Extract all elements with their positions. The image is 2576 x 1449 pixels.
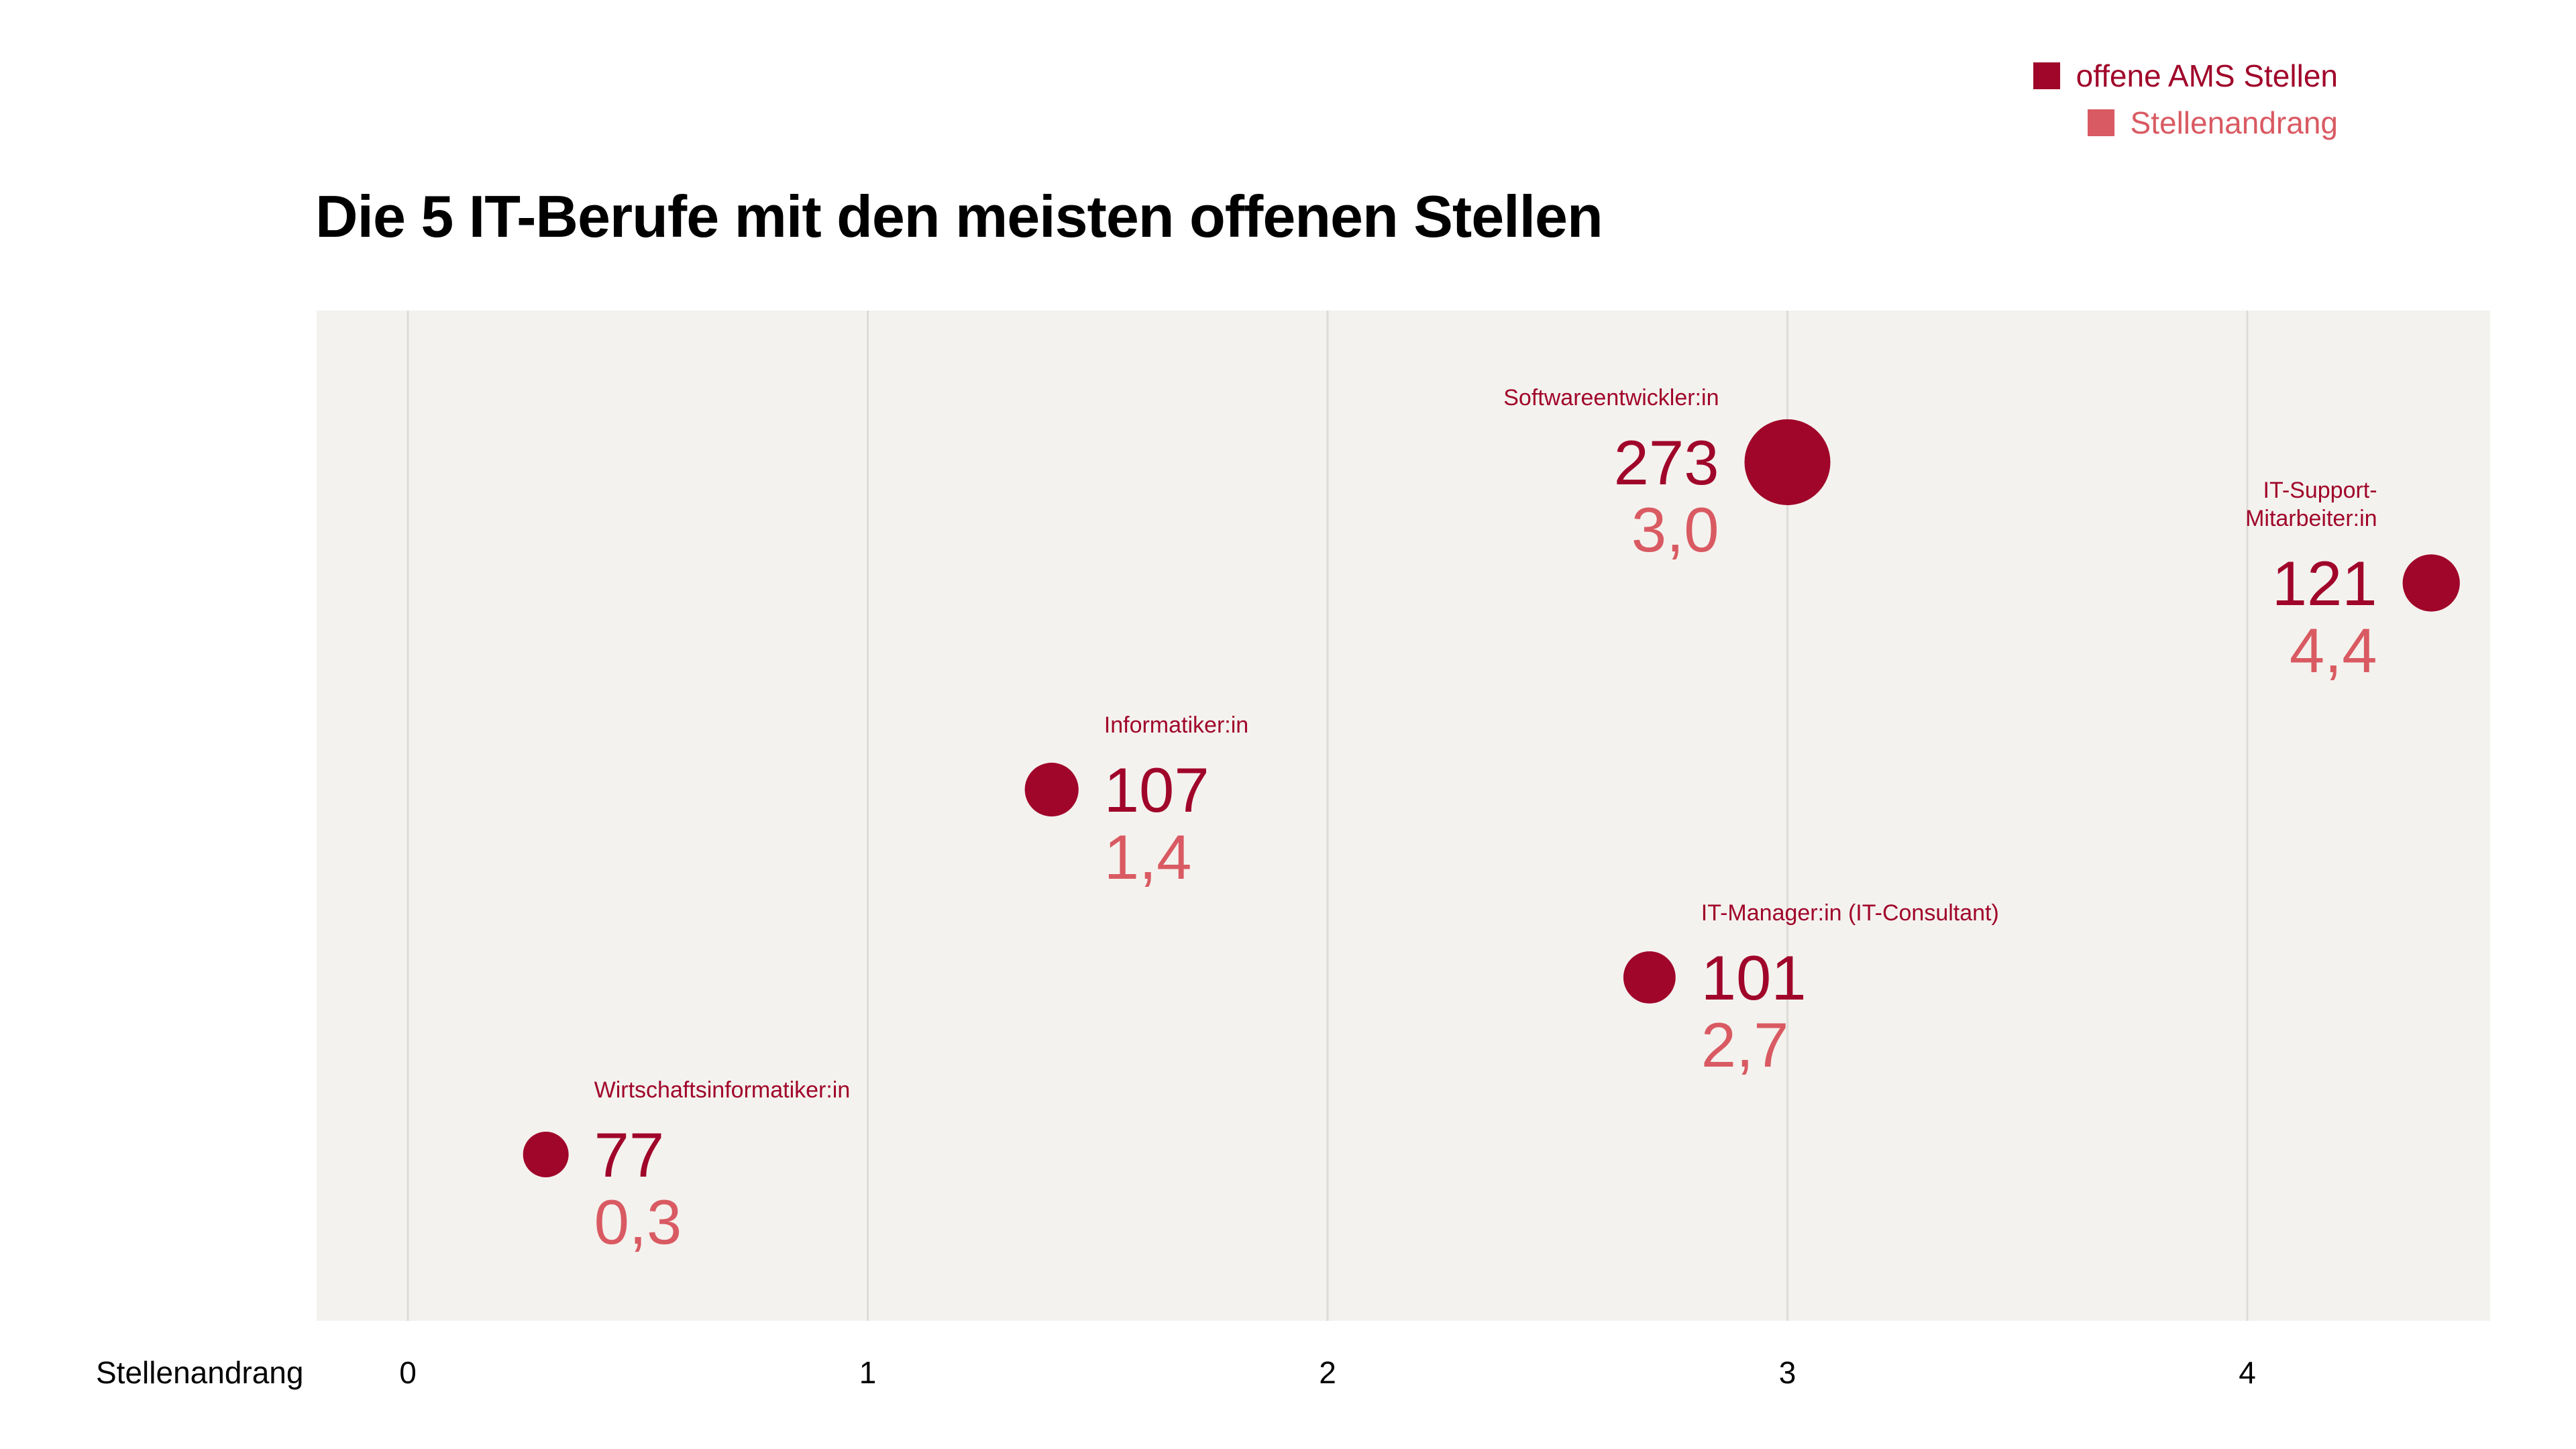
data-point-category-label: Wirtschaftsinformatiker:in [594, 1077, 851, 1103]
data-label-stellenandrang: 2,7 [1701, 1010, 1789, 1080]
legend-swatch-primary [2033, 62, 2060, 89]
data-point-group: Wirtschaftsinformatiker:in 770,3 [523, 1077, 851, 1257]
data-point-marker [1744, 419, 1831, 505]
x-tick-label: 2 [1319, 1355, 1336, 1390]
data-point-category-label: Mitarbeiter:in [2245, 506, 2377, 531]
x-tick-label: 4 [2239, 1355, 2256, 1390]
x-axis-label: Stellenandrang [96, 1355, 303, 1390]
data-label-stellenandrang: 1,4 [1104, 822, 1192, 892]
data-point-category-label: Informatiker:in [1104, 712, 1248, 738]
legend-item-offene-stellen: offene AMS Stellen [2033, 52, 2338, 99]
data-label-stellenandrang: 4,4 [2290, 615, 2377, 686]
chart-title: Die 5 IT-Berufe mit den meisten offenen … [315, 183, 1603, 250]
data-point-marker [1623, 951, 1676, 1004]
x-tick-label: 3 [1779, 1355, 1796, 1390]
legend-label: offene AMS Stellen [2076, 58, 2338, 93]
chart-legend: offene AMS Stellen Stellenandrang [2033, 52, 2338, 146]
data-point-marker [1024, 762, 1079, 817]
data-label-offene-stellen: 77 [594, 1120, 665, 1190]
legend-label: Stellenandrang [2130, 105, 2338, 140]
data-point-marker [523, 1132, 569, 1177]
x-axis-ticks: 0 1 2 3 4 [399, 1355, 2256, 1390]
data-label-offene-stellen: 101 [1701, 943, 1807, 1013]
data-label-offene-stellen: 121 [2272, 548, 2377, 619]
data-label-offene-stellen: 107 [1104, 755, 1210, 825]
x-tick-label: 1 [859, 1355, 877, 1390]
data-point-category-label: IT-Manager:in (IT-Consultant) [1701, 900, 1999, 926]
data-point-marker [2402, 554, 2460, 612]
data-point-category-label: IT-Support- [2263, 478, 2377, 503]
x-tick-label: 0 [399, 1355, 417, 1390]
legend-swatch-secondary [2087, 109, 2114, 136]
data-label-offene-stellen: 273 [1614, 427, 1719, 498]
plot-background [317, 311, 2490, 1321]
data-label-stellenandrang: 3,0 [1631, 494, 1719, 565]
data-label-stellenandrang: 0,3 [594, 1187, 682, 1257]
legend-item-stellenandrang: Stellenandrang [2033, 99, 2338, 146]
data-point-category-label: Softwareentwickler:in [1503, 385, 1719, 411]
